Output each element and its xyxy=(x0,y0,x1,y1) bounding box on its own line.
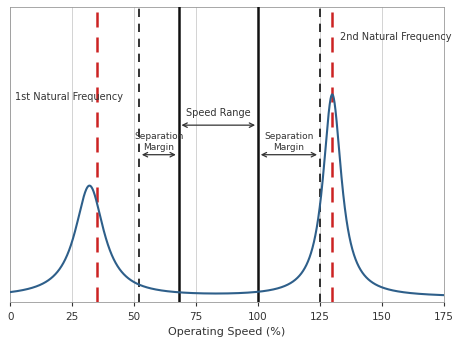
Text: Separation
Margin: Separation Margin xyxy=(264,132,314,152)
Text: 2nd Natural Frequency: 2nd Natural Frequency xyxy=(340,32,451,42)
Text: Separation
Margin: Separation Margin xyxy=(134,132,183,152)
X-axis label: Operating Speed (%): Operating Speed (%) xyxy=(168,327,285,337)
Text: 1st Natural Frequency: 1st Natural Frequency xyxy=(15,92,123,101)
Text: Speed Range: Speed Range xyxy=(186,108,251,118)
